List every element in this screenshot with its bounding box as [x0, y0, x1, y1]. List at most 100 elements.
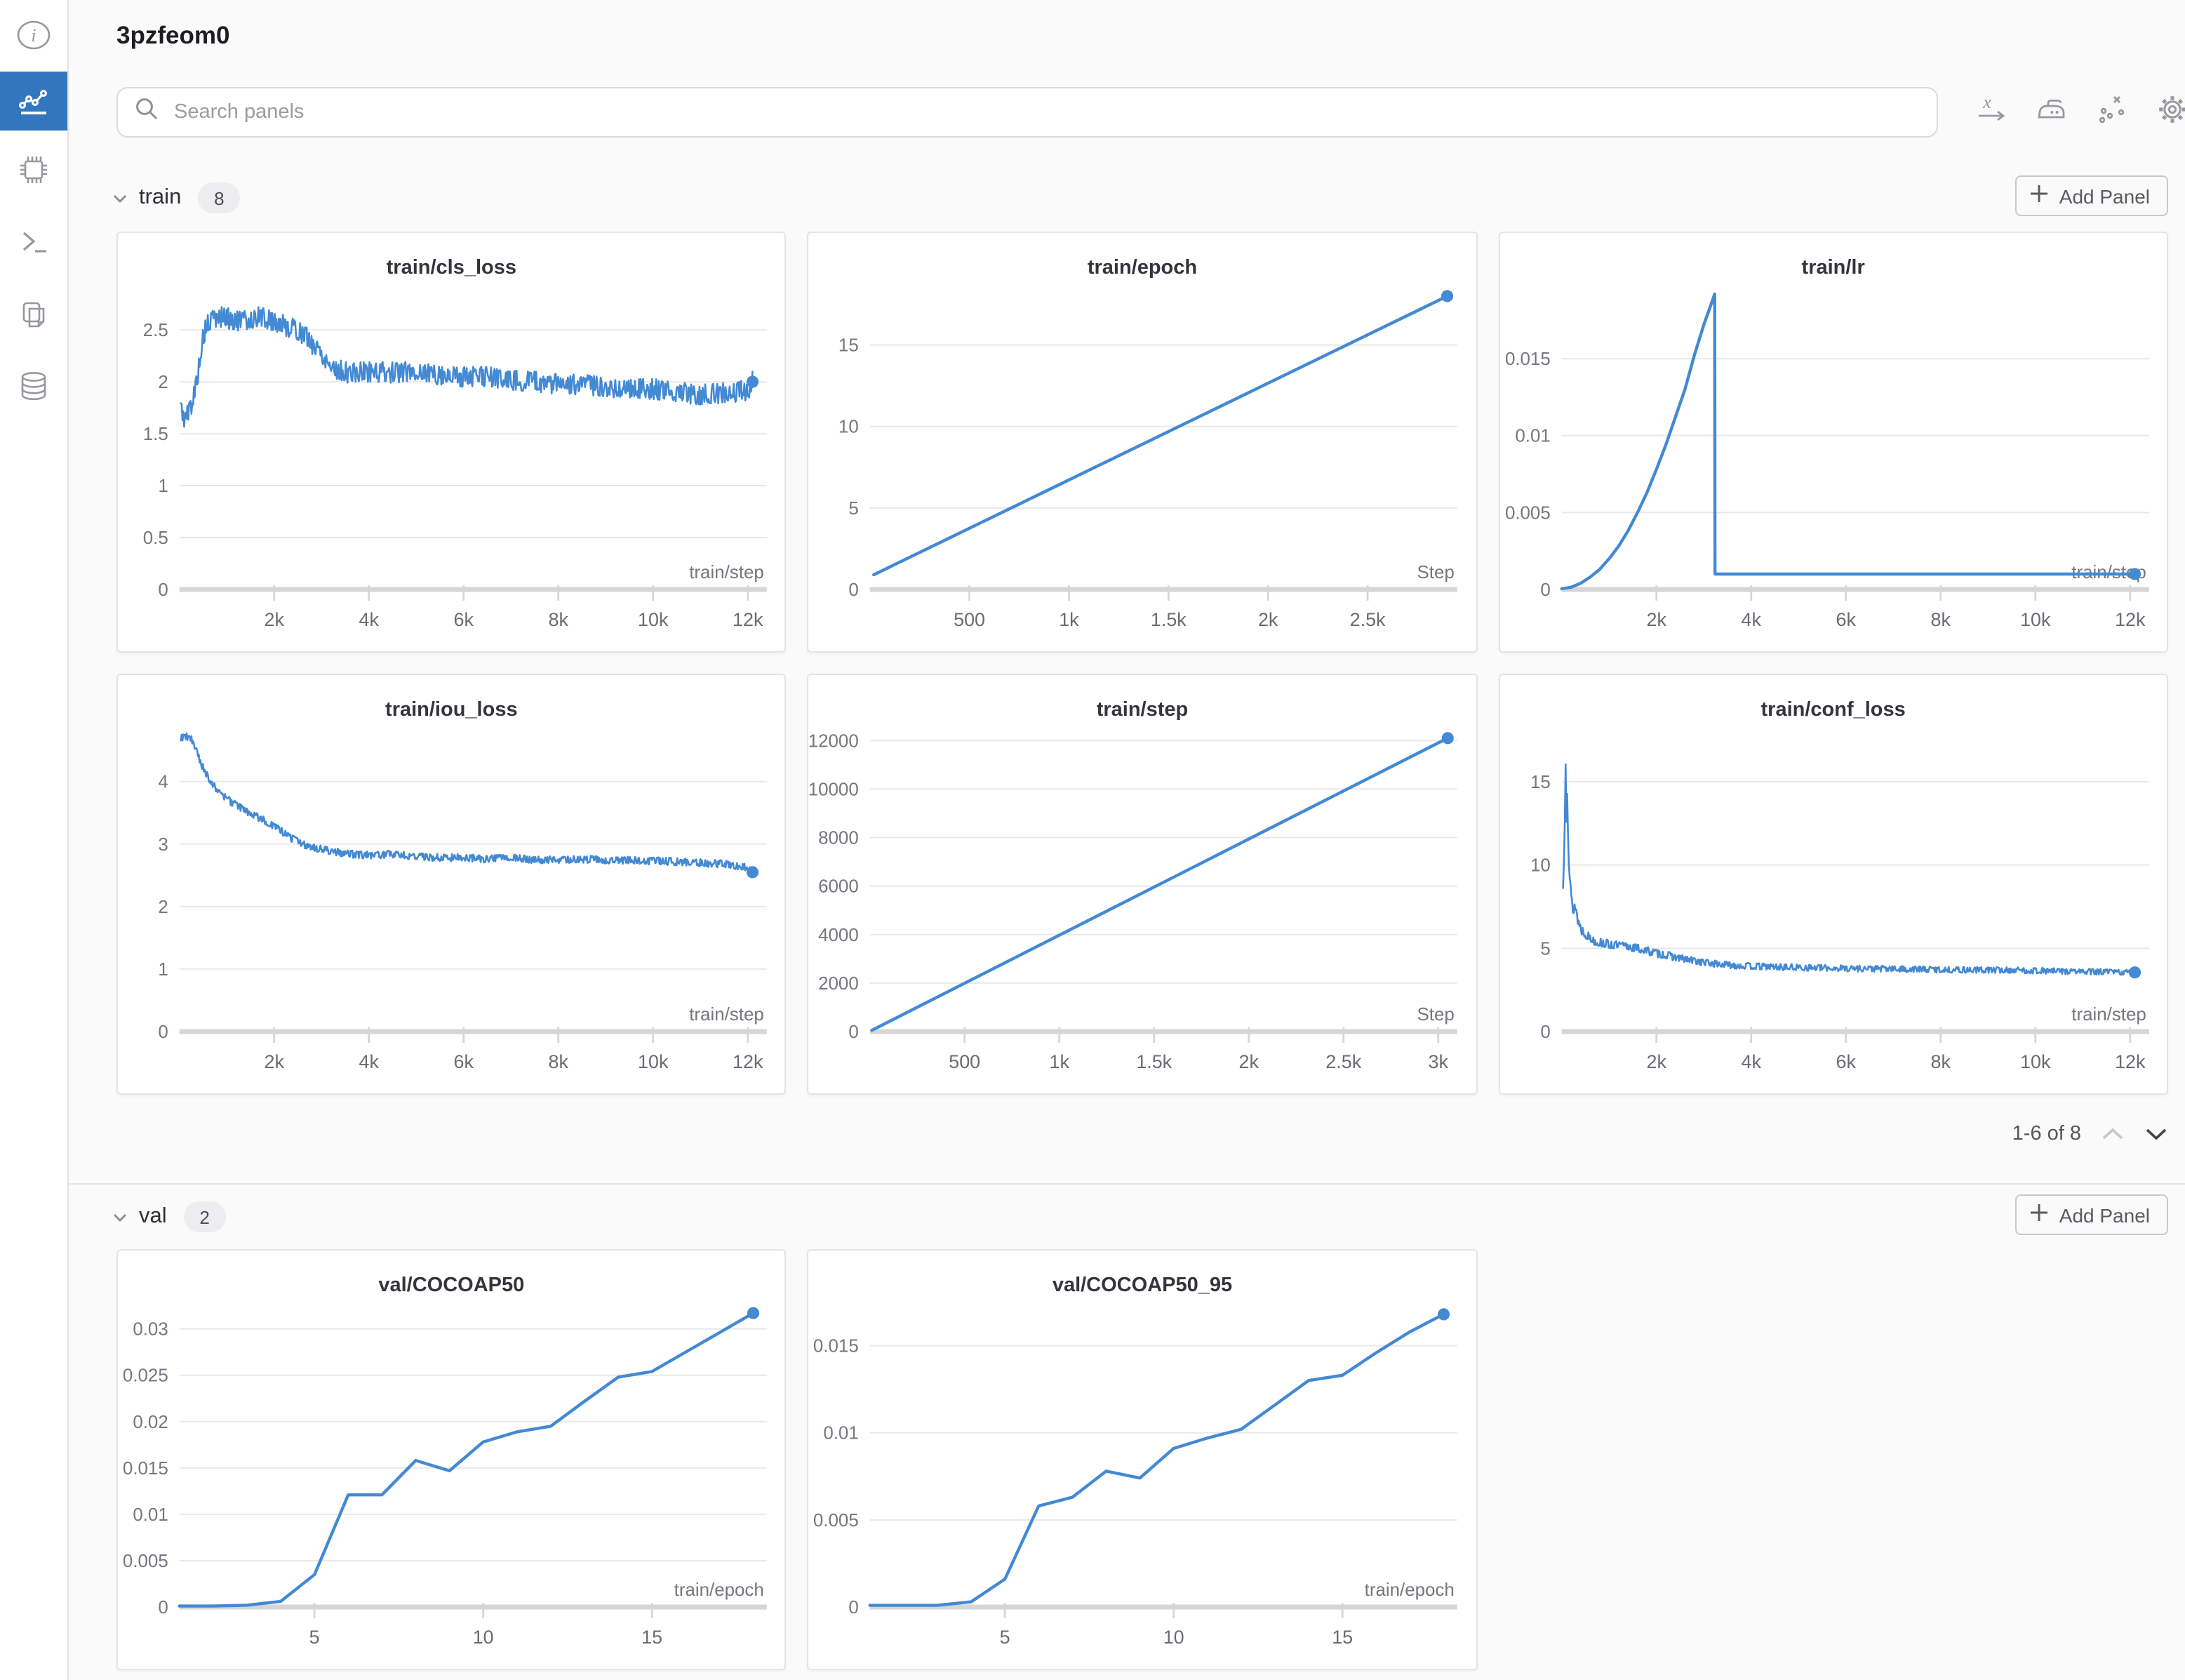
pagination-prev-chevron-icon[interactable]: [2101, 1126, 2125, 1142]
panel-val-COCOAP50_95[interactable]: val/COCOAP50_95 0 0.005 0.01 0.015 5 10 15 trai…: [807, 1249, 1478, 1670]
svg-text:2k: 2k: [1646, 609, 1666, 630]
section-label-train: train: [139, 185, 182, 209]
svg-text:12k: 12k: [733, 609, 763, 630]
sidebar: i: [0, 0, 69, 1680]
svg-text:4: 4: [158, 773, 168, 792]
x-axis-icon: x: [1975, 92, 2007, 132]
section-count-val: 2: [183, 1201, 226, 1232]
svg-text:15: 15: [1332, 1627, 1354, 1648]
search-panels-box[interactable]: [116, 87, 1938, 138]
x-axis-button[interactable]: x: [1974, 92, 2008, 132]
svg-text:2k: 2k: [264, 1051, 284, 1072]
plus-icon: [2030, 184, 2059, 208]
section-count-train: 8: [198, 182, 241, 213]
panel-train-lr[interactable]: train/lr 0 0.005 0.01 0.015 2k 4k 6k 8k 10k 12k tr…: [1498, 232, 2168, 653]
chart-canvas: 0 5 10 15 2k 4k 6k 8k 10k 12k train/step: [1530, 763, 2149, 1072]
svg-text:3: 3: [158, 835, 168, 855]
panel-train-conf_loss[interactable]: train/conf_loss 0 5 10 15 2k 4k 6k 8k 10k 12k trai…: [1498, 674, 2168, 1095]
add-panel-button-train[interactable]: Add Panel: [2015, 175, 2168, 216]
svg-text:4k: 4k: [359, 609, 380, 630]
outliers-button[interactable]: [2095, 95, 2129, 129]
svg-text:0: 0: [849, 1598, 859, 1618]
svg-text:10000: 10000: [809, 780, 860, 799]
collapse-train-chevron-icon[interactable]: [111, 189, 129, 207]
svg-text:3k: 3k: [1429, 1051, 1449, 1072]
chart-panel-title: val/COCOAP50_95: [1052, 1274, 1233, 1297]
chart-canvas: 0 0.5 1 1.5 2 2.5 2k 4k 6k 8k 10k 12k train/step: [143, 306, 767, 630]
svg-text:1: 1: [158, 960, 168, 980]
svg-text:6k: 6k: [1836, 1051, 1856, 1072]
sidebar-item-overview[interactable]: i: [0, 8, 67, 62]
run-title: 3pzfeom0: [116, 21, 230, 49]
panel-train-iou_loss[interactable]: train/iou_loss 0 1 2 3 4 2k 4k 6k 8k 10k 12k train/…: [116, 674, 787, 1095]
svg-text:10: 10: [1163, 1627, 1184, 1648]
svg-text:0: 0: [1540, 580, 1550, 600]
chart-canvas: 0 2000 4000 6000 8000 10000 12000 500 1k 1.5k 2k 2.…: [809, 731, 1458, 1072]
svg-text:12k: 12k: [733, 1051, 763, 1072]
svg-text:10k: 10k: [2019, 609, 2050, 630]
chart-panel-title: train/iou_loss: [385, 699, 518, 721]
section-divider: [67, 1183, 2185, 1185]
svg-text:0.005: 0.005: [1504, 503, 1550, 523]
add-panel-button-val[interactable]: Add Panel: [2015, 1194, 2168, 1235]
system-chip-icon: [17, 153, 51, 187]
svg-text:4000: 4000: [819, 926, 860, 945]
panel-val-COCOAP50[interactable]: val/COCOAP50 0 0.005 0.01 0.015 0.02 0.025 0.0…: [116, 1249, 787, 1670]
svg-text:8k: 8k: [549, 1051, 569, 1072]
search-row: x: [116, 87, 2185, 138]
svg-text:2k: 2k: [1239, 1051, 1259, 1072]
svg-text:0.01: 0.01: [824, 1424, 859, 1444]
svg-text:0: 0: [158, 1598, 168, 1618]
smoothing-button[interactable]: [2035, 95, 2069, 129]
search-panels-input[interactable]: [171, 100, 1720, 125]
chart-canvas: 0 0.005 0.01 0.015 5 10 15 train/epoch: [814, 1308, 1458, 1648]
svg-text:10k: 10k: [638, 609, 669, 630]
sidebar-item-files[interactable]: [0, 285, 67, 344]
sidebar-item-artifacts[interactable]: [0, 356, 67, 415]
chart-panel-title: train/step: [1096, 699, 1189, 721]
panel-train-step[interactable]: train/step 0 2000 4000 6000 8000 10000 12000 50…: [807, 674, 1478, 1095]
svg-text:1k: 1k: [1060, 609, 1080, 630]
panel-train-cls_loss[interactable]: train/cls_loss 0 0.5 1 1.5 2 2.5 2k 4k 6k 8k 10k 12…: [116, 232, 787, 653]
train-pagination: 1-6 of 8: [2012, 1123, 2168, 1145]
section-header-val: val 2: [111, 1196, 226, 1238]
svg-text:i: i: [31, 25, 36, 46]
section-header-train: train 8: [111, 177, 241, 219]
svg-text:2k: 2k: [264, 609, 284, 630]
svg-text:4k: 4k: [1741, 1051, 1761, 1072]
sidebar-item-logs[interactable]: [0, 213, 67, 272]
svg-text:6000: 6000: [819, 877, 860, 897]
svg-text:10k: 10k: [638, 1051, 669, 1072]
svg-text:2k: 2k: [1259, 609, 1279, 630]
svg-text:0.03: 0.03: [133, 1320, 168, 1340]
smoothing-iron-icon: [2035, 93, 2069, 131]
svg-text:train/epoch: train/epoch: [1365, 1580, 1455, 1600]
sidebar-item-system[interactable]: [0, 140, 67, 199]
svg-text:10: 10: [473, 1627, 494, 1648]
chart-canvas: 0 0.005 0.01 0.015 0.02 0.025 0.03 5 10 15 train/e…: [123, 1307, 767, 1648]
panel-train-epoch[interactable]: train/epoch 0 5 10 15 500 1k 1.5k 2k 2.5k Step: [807, 232, 1478, 653]
svg-text:0.5: 0.5: [143, 528, 168, 548]
svg-text:500: 500: [949, 1051, 981, 1072]
collapse-val-chevron-icon[interactable]: [111, 1208, 129, 1226]
sidebar-item-charts[interactable]: [0, 72, 67, 131]
panel-toolbar: x: [1974, 92, 2185, 132]
svg-text:0.015: 0.015: [1504, 349, 1550, 369]
svg-text:0: 0: [1540, 1022, 1550, 1042]
svg-text:4k: 4k: [359, 1051, 380, 1072]
svg-text:15: 15: [1530, 773, 1550, 792]
chart-canvas: 0 5 10 15 500 1k 1.5k 2k 2.5k Step: [839, 290, 1458, 630]
settings-button[interactable]: [2156, 95, 2185, 129]
svg-text:10: 10: [1530, 856, 1550, 876]
settings-gear-icon: [2156, 92, 2185, 133]
pagination-next-chevron-icon[interactable]: [2144, 1126, 2168, 1142]
svg-text:2000: 2000: [819, 974, 860, 994]
svg-text:5: 5: [849, 499, 859, 519]
svg-text:train/epoch: train/epoch: [674, 1580, 764, 1600]
add-panel-label: Add Panel: [2059, 1204, 2150, 1226]
svg-text:500: 500: [954, 609, 986, 630]
svg-text:0.02: 0.02: [133, 1413, 168, 1432]
svg-text:6k: 6k: [1836, 609, 1856, 630]
svg-text:12k: 12k: [2114, 1051, 2145, 1072]
